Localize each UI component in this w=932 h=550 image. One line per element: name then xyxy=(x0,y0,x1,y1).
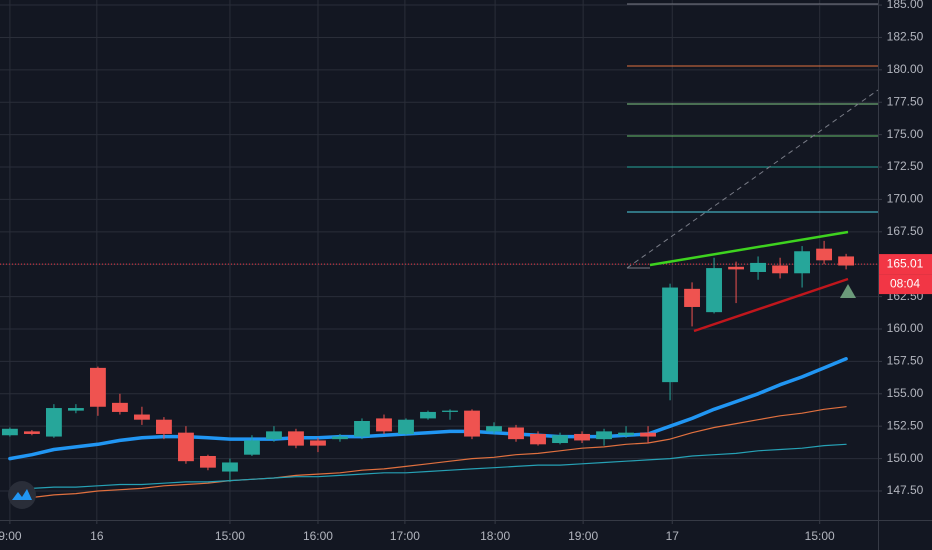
x-tick-label: 17 xyxy=(666,529,680,543)
fib-levels xyxy=(626,3,879,269)
candle-body xyxy=(596,431,612,440)
last-price-box xyxy=(879,254,932,275)
candle-body xyxy=(134,414,150,420)
y-tick-label: 170.00 xyxy=(887,192,924,206)
candle-body xyxy=(816,248,833,261)
candle-body xyxy=(464,410,480,437)
candle-body xyxy=(662,287,678,383)
candle-body xyxy=(442,410,458,412)
moving-averages xyxy=(8,357,848,500)
candle-body xyxy=(772,265,788,274)
candle-body xyxy=(45,408,62,437)
candle-body xyxy=(200,455,216,468)
candle-body xyxy=(112,402,128,412)
candle-body xyxy=(244,440,260,455)
y-tick-label: 175.00 xyxy=(887,127,924,141)
candle-body xyxy=(684,288,700,307)
candle-body xyxy=(67,408,84,411)
countdown-box xyxy=(879,274,932,295)
candles xyxy=(1,240,855,482)
candle-body xyxy=(266,431,282,440)
candle-body xyxy=(332,436,348,440)
x-tick-label: 15:00 xyxy=(805,529,835,543)
candle-body xyxy=(530,433,546,445)
candle-body xyxy=(574,433,590,441)
candle-body xyxy=(640,432,656,437)
y-tick-label: 155.00 xyxy=(887,386,924,400)
x-tick-label: 19:00 xyxy=(568,529,598,543)
x-tick-label: 18:00 xyxy=(480,529,510,543)
trend-lines xyxy=(649,230,856,333)
candle-body xyxy=(376,418,392,432)
y-tick-label: 172.50 xyxy=(887,159,924,173)
x-tick-label: 17:00 xyxy=(390,529,420,543)
candle-body xyxy=(1,428,18,436)
signal-triangle xyxy=(840,284,856,298)
candle-body xyxy=(23,431,40,434)
candle-body xyxy=(508,427,524,440)
upper-trend-line xyxy=(649,230,849,267)
candle-body xyxy=(838,256,855,266)
y-tick-label: 185.00 xyxy=(887,0,924,11)
candle-body xyxy=(90,367,106,407)
y-tick-label: 152.50 xyxy=(887,418,924,432)
candle-body xyxy=(728,266,744,270)
x-tick-label: 16 xyxy=(90,529,104,543)
candle-body xyxy=(288,431,304,446)
x-tick-label: 15:00 xyxy=(215,529,245,543)
logo-circle xyxy=(8,481,36,509)
candle-body xyxy=(486,426,502,432)
trend-dashed xyxy=(626,89,879,269)
candle-body xyxy=(178,432,194,462)
candle-body xyxy=(354,421,370,437)
candle-body xyxy=(420,411,436,419)
logo xyxy=(8,481,36,509)
x-tick-label: 9:00 xyxy=(0,529,22,543)
candle-body xyxy=(794,251,811,274)
y-tick-label: 182.50 xyxy=(887,30,924,44)
moving-average xyxy=(9,406,847,500)
candle-body xyxy=(750,262,766,272)
logo-icon xyxy=(12,489,32,500)
y-tick-label: 177.50 xyxy=(887,94,924,108)
candle-body xyxy=(156,419,172,434)
lower-trend-line xyxy=(693,277,849,333)
candle-body xyxy=(618,432,634,436)
y-tick-label: 180.00 xyxy=(887,62,924,76)
candle-body xyxy=(398,419,414,434)
candle-body xyxy=(552,435,568,444)
x-tick-label: 16:00 xyxy=(303,529,333,543)
y-tick-label: 147.50 xyxy=(887,483,924,497)
y-tick-label: 167.50 xyxy=(887,224,924,238)
y-tick-label: 157.50 xyxy=(887,354,924,368)
y-tick-label: 160.00 xyxy=(887,321,924,335)
last-price-label: 165.01 xyxy=(887,256,924,270)
moving-average xyxy=(9,443,847,491)
countdown-label: 08:04 xyxy=(890,276,920,290)
moving-average xyxy=(8,357,848,461)
candle-body xyxy=(222,462,238,472)
candle-body xyxy=(310,440,326,446)
candle-body xyxy=(706,268,722,313)
y-tick-label: 150.00 xyxy=(887,451,924,465)
